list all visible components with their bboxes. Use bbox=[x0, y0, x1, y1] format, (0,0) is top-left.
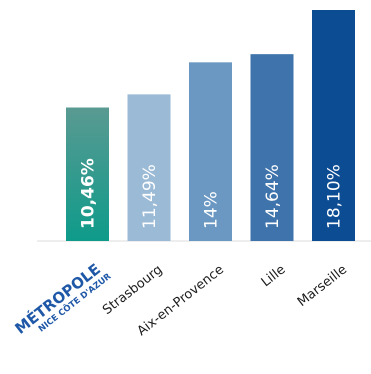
bar-2 bbox=[189, 62, 232, 242]
bar-4 bbox=[312, 10, 355, 241]
bar-0 bbox=[66, 107, 109, 241]
value-label-1: 11,49% bbox=[140, 164, 160, 229]
logo-line-1: MÉTROPOLE bbox=[11, 259, 104, 338]
category-label-3: Lille bbox=[259, 262, 289, 290]
value-label-2: 14% bbox=[202, 191, 222, 229]
value-label-4: 18,10% bbox=[325, 164, 345, 229]
category-label-4: Marseille bbox=[295, 262, 350, 310]
bar-1 bbox=[127, 94, 171, 241]
value-labels-group: 10,46% 11,49% 14% 14,64% 18,10% bbox=[79, 158, 345, 229]
bar-3 bbox=[250, 54, 294, 241]
value-label-0: 10,46% bbox=[79, 158, 99, 229]
bars-group bbox=[66, 10, 355, 242]
value-label-3: 14,64% bbox=[263, 164, 283, 229]
